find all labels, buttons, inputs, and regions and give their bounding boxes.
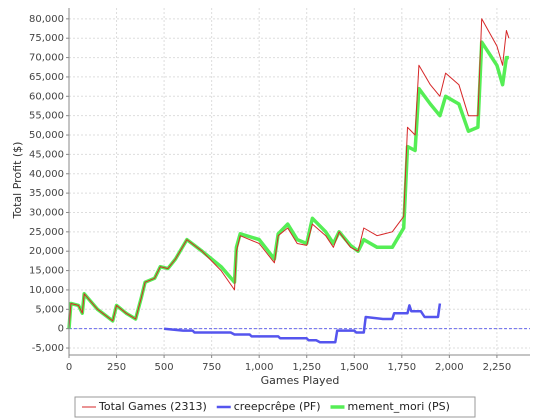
x-tick-label: 0: [66, 362, 72, 373]
legend: [74, 396, 476, 418]
y-tick-label: 75,000: [29, 33, 64, 44]
y-tick-label: 45,000: [29, 149, 64, 160]
y-tick-label: 60,000: [29, 91, 64, 102]
series-line: [163, 303, 442, 344]
y-axis-title: Total Profit ($): [11, 142, 24, 220]
plot-area: [69, 8, 530, 355]
y-tick-label: 55,000: [29, 111, 64, 122]
y-tick-label: 80,000: [29, 14, 64, 25]
y-tick-label: 20,000: [29, 246, 64, 257]
x-tick-label: 1,250: [292, 362, 321, 373]
y-tick-label: 10,000: [29, 285, 64, 296]
grid: [68, 8, 530, 355]
legend-items: Total Games (2313) creepcrêpe (PF) mement_…: [82, 400, 450, 413]
legend-label: creepcrêpe (PF): [234, 400, 321, 413]
y-tick-label: 30,000: [29, 207, 64, 218]
series-line: [68, 18, 510, 329]
y-tick-label: -5,000: [32, 343, 64, 354]
x-tick-label: 500: [155, 362, 174, 373]
x-tick-label: 1,000: [245, 362, 274, 373]
y-tick-label: 0: [58, 324, 64, 335]
legend-label: mement_mori (PS): [347, 400, 449, 413]
y-tick-label: 40,000: [29, 169, 64, 180]
y-tick-label: 25,000: [29, 227, 64, 238]
y-tick-label: 50,000: [29, 130, 64, 141]
x-tick-label: 250: [107, 362, 126, 373]
x-axis-title: Games Played: [261, 374, 340, 387]
y-tick-label: 70,000: [29, 53, 64, 64]
lines: [67, 18, 510, 344]
x-tick-label: 2,000: [435, 362, 464, 373]
x-tick-label: 1,750: [387, 362, 416, 373]
y-tick-label: 65,000: [29, 72, 64, 83]
legend-label: Total Games (2313): [98, 400, 207, 413]
y-tick-label: 35,000: [29, 188, 64, 199]
x-tick-label: 2,250: [483, 362, 512, 373]
x-tick-label: 750: [202, 362, 221, 373]
x-tick-label: 1,500: [340, 362, 369, 373]
y-tick-label: 15,000: [29, 266, 64, 277]
y-tick-label: 5,000: [35, 304, 64, 315]
